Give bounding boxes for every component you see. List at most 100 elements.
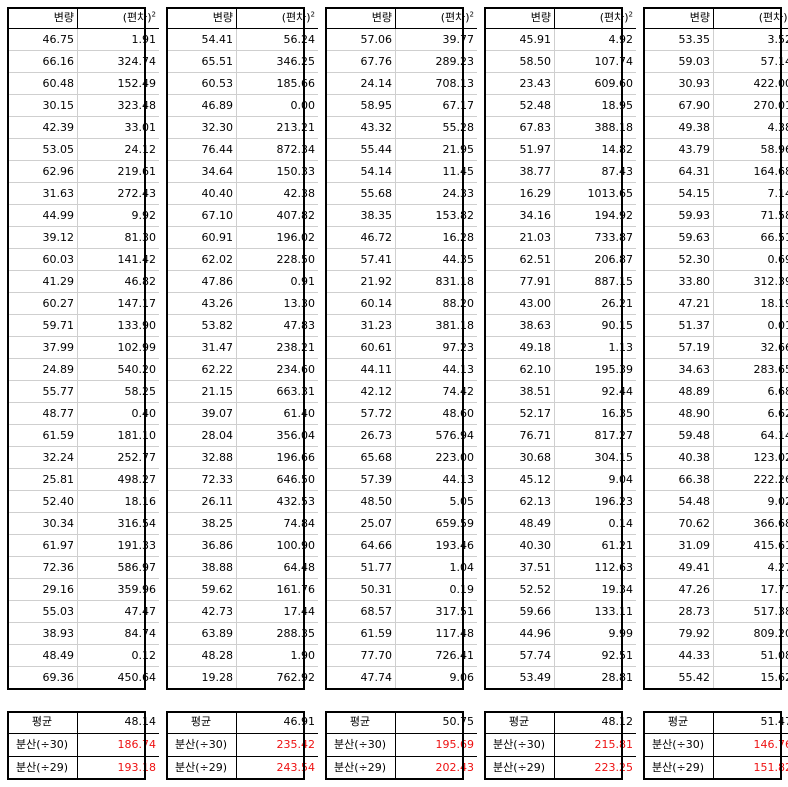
cell-deviation-squared: 0.01 xyxy=(713,314,788,337)
cell-value: 62.02 xyxy=(166,248,237,271)
cell-deviation-squared: 659.59 xyxy=(395,512,477,535)
cell-value: 55.77 xyxy=(7,380,78,403)
table-row: 65.68 223.00 xyxy=(325,446,477,469)
mean-value: 46.91 xyxy=(236,711,318,734)
table-row: 68.57 317.51 xyxy=(325,600,477,623)
table-row: 31.63 272.43 xyxy=(7,182,159,205)
cell-value: 51.97 xyxy=(484,138,555,161)
table-row: 42.73 17.44 xyxy=(166,600,318,623)
cell-deviation-squared: 97.23 xyxy=(395,336,477,359)
variance-30-row: 분산(÷30) 235.42 xyxy=(166,733,318,757)
cell-deviation-squared: 61.40 xyxy=(236,402,318,425)
table-row: 72.33 646.50 xyxy=(166,468,318,491)
cell-value: 47.74 xyxy=(360,671,393,684)
cell-deviation-squared: 196.23 xyxy=(554,490,636,513)
cell-deviation-squared: 289.23 xyxy=(395,50,477,73)
cell-value: 61.59 xyxy=(325,622,396,645)
cell-deviation-squared: 26.21 xyxy=(554,292,636,315)
table-row: 19.28 762.92 xyxy=(166,666,318,688)
cell-deviation-squared: 316.54 xyxy=(77,512,159,535)
cell-deviation-squared: 33.01 xyxy=(77,116,159,139)
cell-value: 40.30 xyxy=(484,534,555,557)
cell-value: 41.29 xyxy=(7,270,78,293)
cell-deviation-squared: 9.99 xyxy=(554,622,636,645)
data-table-5: 변량(편차)253.353.5259.0357.1430.93422.0067.… xyxy=(643,7,788,688)
cell-deviation-squared: 71.58 xyxy=(713,204,788,227)
cell-deviation-squared: 56.24 xyxy=(236,28,318,51)
cell-deviation-squared: 9.02 xyxy=(713,490,788,513)
table-row: 50.31 0.19 xyxy=(325,578,477,601)
variance-29-value: 223.25 xyxy=(554,756,636,779)
table-row: 48.896.68 xyxy=(643,380,788,403)
cell-deviation-squared: 1.91 xyxy=(77,28,159,51)
table-row: 62.96 219.61 xyxy=(7,160,159,183)
cell-deviation-squared: 64.48 xyxy=(236,556,318,579)
table-row: 46.75 1.91 xyxy=(7,28,159,51)
cell-deviation-squared: 42.38 xyxy=(236,182,318,205)
cell-deviation-squared: 726.41 xyxy=(395,644,477,667)
table-row: 45.12 9.04 xyxy=(484,468,636,491)
table-row: 21.92 831.18 xyxy=(325,270,477,293)
table-header: 변량(편차)2 xyxy=(166,7,318,29)
table-row: 54.489.02 xyxy=(643,490,788,513)
variance-29-value: 193.18 xyxy=(77,756,159,779)
table-row: 51.370.01 xyxy=(643,314,788,337)
cell-value: 53.49 xyxy=(519,671,552,684)
cell-value: 60.48 xyxy=(7,72,78,95)
cell-deviation-squared: 195.39 xyxy=(554,358,636,381)
cell-value: 30.68 xyxy=(484,446,555,469)
cell-value: 21.15 xyxy=(166,380,237,403)
cell-value: 38.35 xyxy=(325,204,396,227)
table-row: 38.77 87.43 xyxy=(484,160,636,183)
cell-deviation-squared: 450.64 xyxy=(77,666,159,688)
header-variable: 변량 xyxy=(484,7,555,29)
cell-deviation-squared: 234.60 xyxy=(236,358,318,381)
table-row: 69.36 450.64 xyxy=(7,666,159,688)
mean-value: 50.75 xyxy=(395,711,477,734)
mean-label: 평균 xyxy=(349,715,371,728)
table-row: 32.88 196.66 xyxy=(166,446,318,469)
table-row: 61.97 191.33 xyxy=(7,534,159,557)
cell-deviation-squared: 9.92 xyxy=(77,204,159,227)
cell-deviation-squared: 92.51 xyxy=(554,644,636,667)
cell-deviation-squared: 13.30 xyxy=(236,292,318,315)
cell-deviation-squared: 161.76 xyxy=(236,578,318,601)
variance-30-label: 분산(÷30) xyxy=(325,733,396,757)
mean-label: 평균 xyxy=(508,715,530,728)
table-row: 52.17 16.35 xyxy=(484,402,636,425)
cell-value: 61.97 xyxy=(7,534,78,557)
cell-value: 67.10 xyxy=(166,204,237,227)
variance-29-row: 분산(÷29)151.82 xyxy=(643,756,788,779)
cell-deviation-squared: 16.35 xyxy=(554,402,636,425)
cell-value: 55.42 xyxy=(678,671,711,684)
cell-value: 44.33 xyxy=(643,644,714,667)
variance-29-value: 151.82 xyxy=(713,756,788,779)
variance-29-row: 분산(÷29) 243.54 xyxy=(166,756,318,779)
cell-deviation-squared: 270.01 xyxy=(713,94,788,117)
cell-value: 24.89 xyxy=(7,358,78,381)
cell-deviation-squared: 112.63 xyxy=(554,556,636,579)
cell-deviation-squared: 0.91 xyxy=(236,270,318,293)
cell-deviation-squared: 74.42 xyxy=(395,380,477,403)
cell-deviation-squared: 44.13 xyxy=(395,468,477,491)
data-table-1: 변량 (편차)2 46.75 1.91 66.16 324.74 60.48 152.49 30… xyxy=(7,7,159,688)
variance-30-row: 분산(÷30) 186.74 xyxy=(7,733,159,757)
cell-value: 59.62 xyxy=(166,578,237,601)
cell-deviation-squared: 646.50 xyxy=(236,468,318,491)
cell-deviation-squared: 39.77 xyxy=(395,28,477,51)
cell-value: 57.74 xyxy=(484,644,555,667)
cell-value: 38.93 xyxy=(7,622,78,645)
cell-deviation-squared: 194.92 xyxy=(554,204,636,227)
cell-value: 77.91 xyxy=(484,270,555,293)
cell-deviation-squared: 323.48 xyxy=(77,94,159,117)
table-row: 53.353.52 xyxy=(643,28,788,51)
table-row: 60.03 141.42 xyxy=(7,248,159,271)
table-row: 63.89 288.35 xyxy=(166,622,318,645)
cell-value: 58.50 xyxy=(484,50,555,73)
cell-deviation-squared: 238.21 xyxy=(236,336,318,359)
table-row: 60.91 196.02 xyxy=(166,226,318,249)
cell-deviation-squared: 576.94 xyxy=(395,424,477,447)
